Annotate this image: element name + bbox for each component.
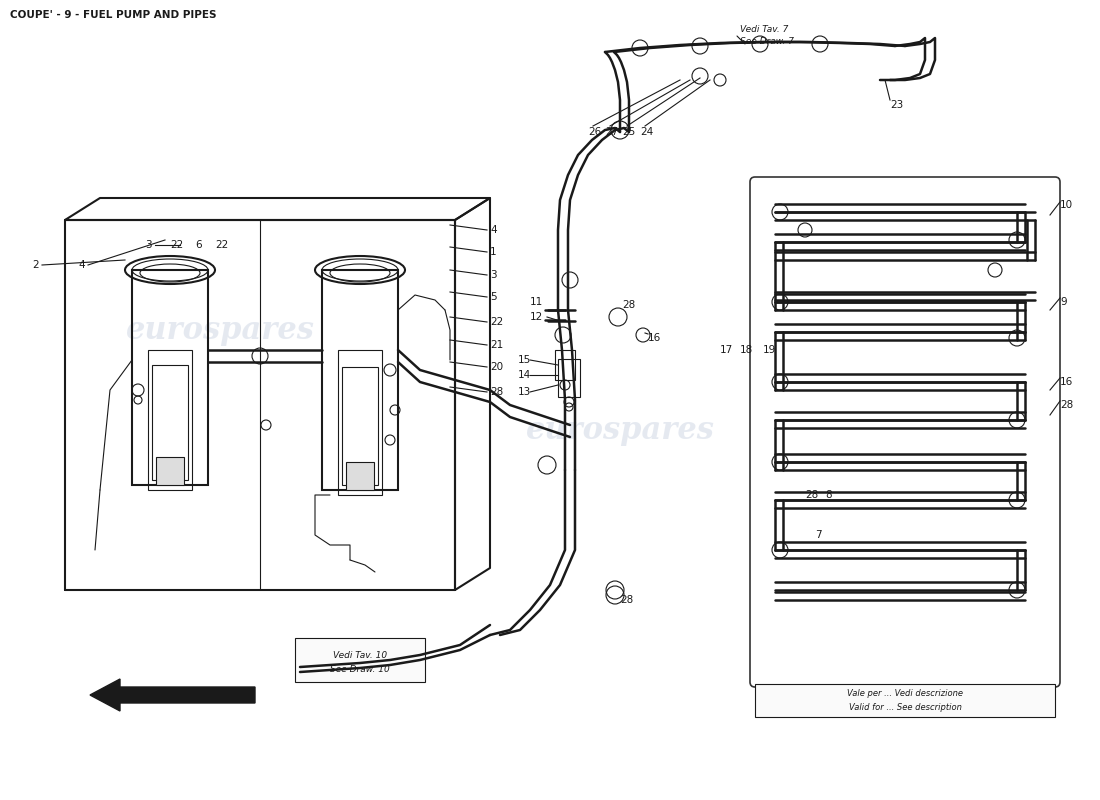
Text: 2: 2 bbox=[32, 260, 39, 270]
Text: 24: 24 bbox=[640, 127, 653, 137]
Bar bbox=[558, 359, 580, 397]
Text: See Draw. 7: See Draw. 7 bbox=[740, 38, 794, 46]
Bar bbox=[755, 684, 1055, 717]
Text: Vale per ... Vedi descrizione: Vale per ... Vedi descrizione bbox=[847, 690, 962, 698]
Text: 13: 13 bbox=[518, 387, 531, 397]
Text: eurospares: eurospares bbox=[526, 414, 714, 446]
Text: Valid for ... See description: Valid for ... See description bbox=[848, 702, 961, 711]
Text: Vedi Tav. 7: Vedi Tav. 7 bbox=[740, 26, 789, 34]
Text: 11: 11 bbox=[530, 297, 543, 307]
Bar bbox=[338, 350, 382, 495]
Bar bbox=[342, 367, 378, 485]
Bar bbox=[148, 350, 192, 490]
FancyArrow shape bbox=[90, 679, 255, 711]
Text: 28: 28 bbox=[490, 387, 504, 397]
Text: 7: 7 bbox=[815, 530, 822, 540]
Bar bbox=[322, 270, 398, 490]
Text: COUPE' - 9 - FUEL PUMP AND PIPES: COUPE' - 9 - FUEL PUMP AND PIPES bbox=[10, 10, 217, 20]
Text: 12: 12 bbox=[530, 312, 543, 322]
Text: See Draw. 10: See Draw. 10 bbox=[330, 666, 389, 674]
Text: 18: 18 bbox=[740, 345, 754, 355]
Text: 23: 23 bbox=[890, 100, 903, 110]
Text: 20: 20 bbox=[490, 362, 503, 372]
Text: 9: 9 bbox=[1060, 297, 1067, 307]
Text: 6: 6 bbox=[195, 240, 201, 250]
Text: 3: 3 bbox=[490, 270, 496, 280]
Text: 27: 27 bbox=[605, 127, 618, 137]
Text: 5: 5 bbox=[490, 292, 496, 302]
Text: 19: 19 bbox=[763, 345, 777, 355]
Text: 15: 15 bbox=[518, 355, 531, 365]
Text: 17: 17 bbox=[720, 345, 734, 355]
Text: 14: 14 bbox=[518, 370, 531, 380]
Text: 25: 25 bbox=[621, 127, 636, 137]
Bar bbox=[346, 462, 374, 490]
Text: eurospares: eurospares bbox=[125, 314, 315, 346]
Text: 28: 28 bbox=[620, 595, 634, 605]
Text: 8: 8 bbox=[825, 490, 832, 500]
Bar bbox=[156, 457, 184, 485]
Text: Vedi Tav. 10: Vedi Tav. 10 bbox=[333, 650, 387, 659]
Text: 4: 4 bbox=[490, 225, 496, 235]
Text: 22: 22 bbox=[214, 240, 229, 250]
Text: 16: 16 bbox=[1060, 377, 1074, 387]
Text: 28: 28 bbox=[1060, 400, 1074, 410]
Text: 22: 22 bbox=[490, 317, 504, 327]
Text: 26: 26 bbox=[588, 127, 602, 137]
Bar bbox=[132, 270, 208, 485]
Text: 10: 10 bbox=[1060, 200, 1074, 210]
Text: 3: 3 bbox=[145, 240, 152, 250]
Text: 1: 1 bbox=[490, 247, 496, 257]
Text: 16: 16 bbox=[648, 333, 661, 343]
Bar bbox=[152, 365, 188, 480]
Text: 28: 28 bbox=[621, 300, 636, 310]
Text: 21: 21 bbox=[490, 340, 504, 350]
Bar bbox=[556, 350, 575, 380]
Text: 4: 4 bbox=[78, 260, 85, 270]
Bar bbox=[295, 638, 425, 682]
Text: 22: 22 bbox=[170, 240, 184, 250]
Text: 28: 28 bbox=[805, 490, 818, 500]
